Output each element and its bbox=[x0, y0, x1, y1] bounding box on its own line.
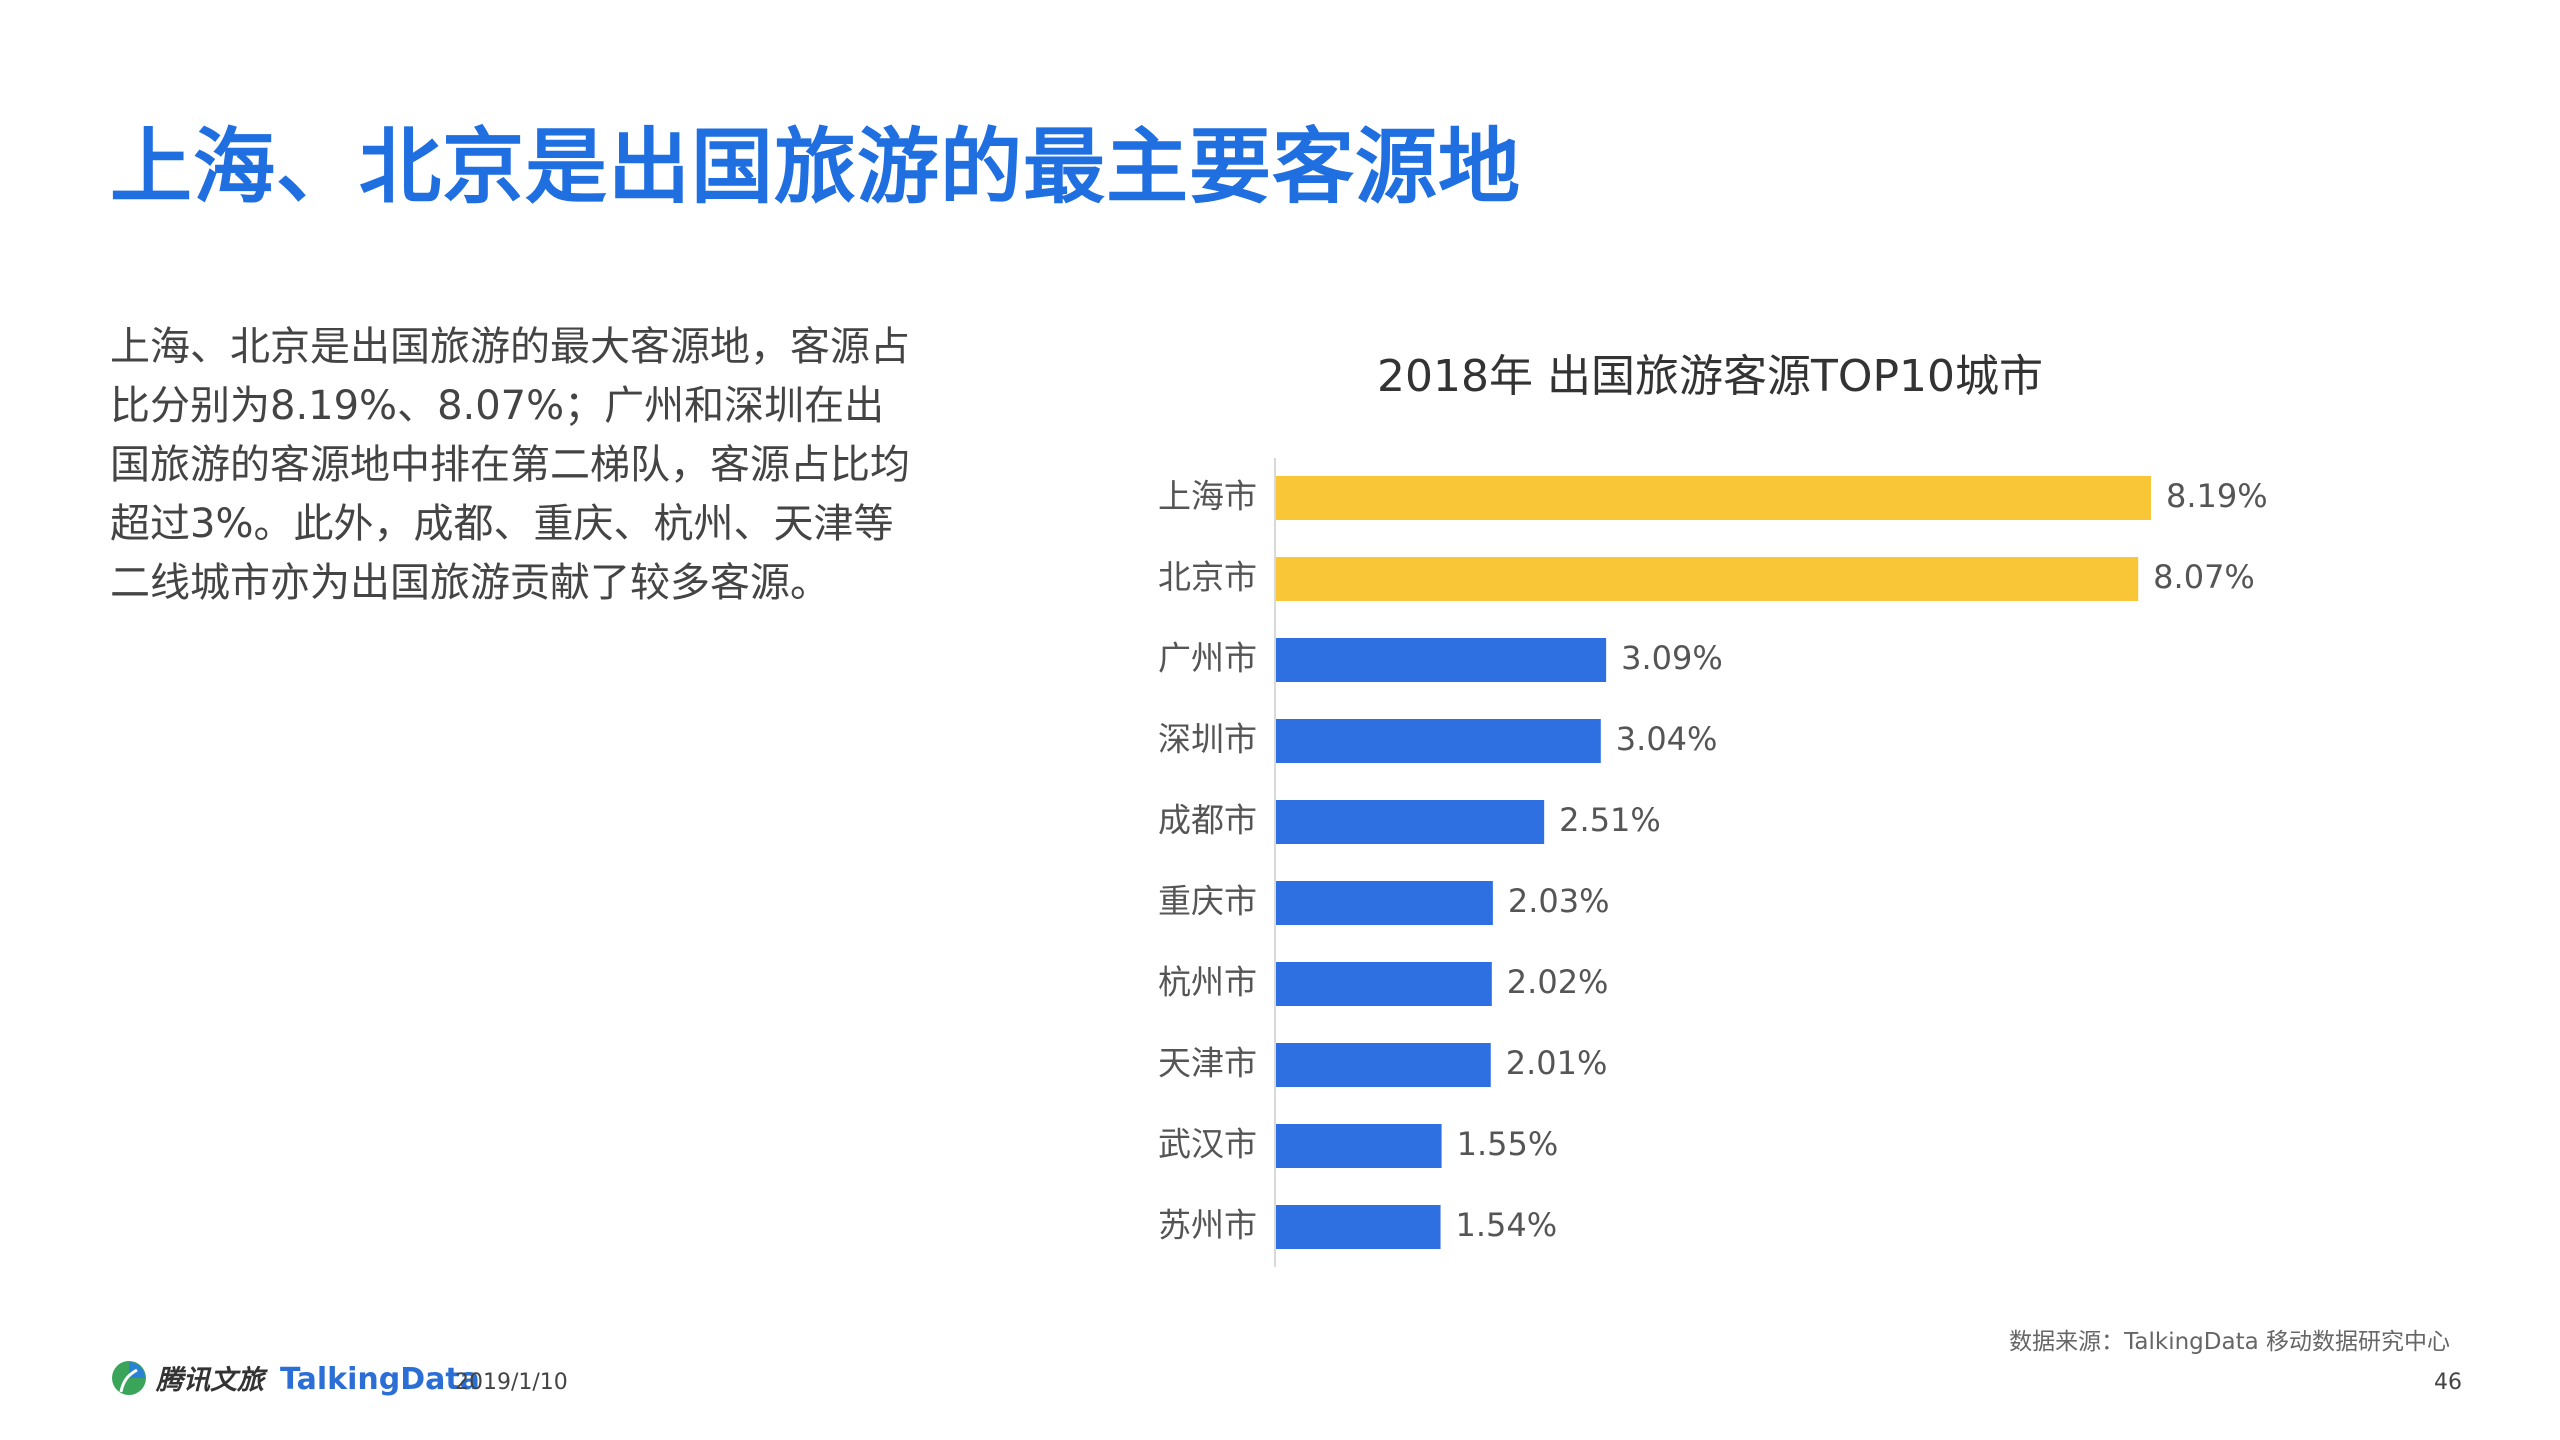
bar bbox=[1276, 1043, 1491, 1087]
category-label: 广州市 bbox=[1158, 639, 1257, 678]
tencent-wenlv-logo: 腾讯文旅 bbox=[110, 1358, 264, 1397]
bar bbox=[1276, 1205, 1441, 1249]
bar bbox=[1276, 638, 1607, 682]
page-number: 46 bbox=[2434, 1370, 2462, 1395]
category-label: 天津市 bbox=[1158, 1044, 1257, 1083]
value-label: 2.01% bbox=[1506, 1044, 1608, 1082]
value-label: 2.51% bbox=[1559, 801, 1661, 839]
chart-title: 2018年 出国旅游客源TOP10城市 bbox=[1377, 351, 2043, 402]
summary-paragraph: 上海、北京是出国旅游的最大客源地，客源占比分别为8.19%、8.07%；广州和深… bbox=[110, 324, 910, 606]
category-label: 重庆市 bbox=[1158, 882, 1257, 921]
leaf-logo-icon bbox=[112, 1360, 146, 1395]
bar bbox=[1276, 881, 1493, 925]
category-label: 杭州市 bbox=[1158, 963, 1257, 1002]
value-label: 2.03% bbox=[1508, 882, 1610, 920]
category-label: 上海市 bbox=[1158, 477, 1257, 516]
category-label: 武汉市 bbox=[1158, 1125, 1257, 1164]
brand-talkingdata: TalkingData bbox=[280, 1362, 480, 1397]
brand-tencent-wenlv: 腾讯文旅 bbox=[156, 1365, 264, 1396]
category-label: 深圳市 bbox=[1158, 720, 1257, 759]
bar bbox=[1276, 557, 2139, 601]
bar bbox=[1276, 962, 1492, 1006]
slide-title: 上海、北京是出国旅游的最主要客源地 bbox=[110, 120, 1522, 215]
category-label: 成都市 bbox=[1158, 801, 1257, 840]
value-label: 1.55% bbox=[1457, 1125, 1559, 1163]
value-label: 3.04% bbox=[1616, 720, 1718, 758]
bar bbox=[1276, 719, 1601, 763]
value-label: 3.09% bbox=[1621, 639, 1723, 677]
footer-date: 2019/1/10 bbox=[455, 1370, 568, 1395]
value-label: 2.02% bbox=[1507, 963, 1609, 1001]
value-label: 8.19% bbox=[2166, 477, 2268, 515]
value-label: 8.07% bbox=[2153, 558, 2255, 596]
bar bbox=[1276, 476, 2151, 520]
bar bbox=[1276, 1124, 1442, 1168]
category-label: 北京市 bbox=[1158, 558, 1257, 597]
bar-chart: 上海市 8.19% 北京市 8.07% 广州市 3.09% 深圳市 3.04% 成都市 2.51%… bbox=[1158, 458, 2268, 1267]
value-label: 1.54% bbox=[1456, 1206, 1558, 1244]
category-label: 苏州市 bbox=[1158, 1206, 1257, 1245]
data-source: 数据来源：TalkingData 移动数据研究中心 bbox=[2009, 1329, 2450, 1355]
bar bbox=[1276, 800, 1545, 844]
